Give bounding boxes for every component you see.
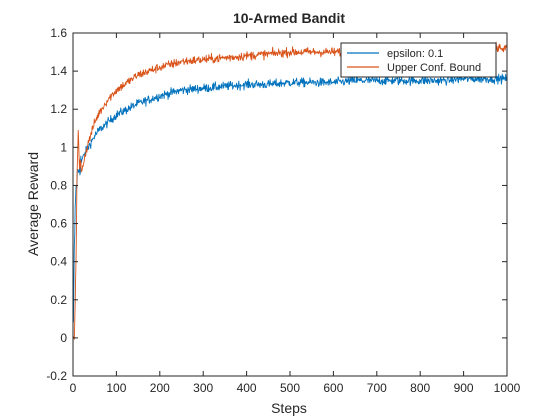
x-axis-label: Steps [271,400,307,416]
x-tick-label: 600 [323,381,343,395]
legend-label: epsilon: 0.1 [387,48,443,60]
x-tick-label: 100 [106,381,126,395]
y-tick-label: 1.2 [50,102,67,116]
x-tick-label: 800 [410,381,430,395]
x-tick-label: 1000 [494,381,521,395]
y-tick-label: 0.8 [50,178,67,192]
y-tick-label: 0.4 [50,255,67,269]
legend: epsilon: 0.1 Upper Conf. Bound [340,42,497,78]
x-tick-label: 700 [367,381,387,395]
plot-area: 0 100 200 300 400 500 600 700 800 900 1000-0.200.2… [46,26,520,395]
y-tick-label: -0.2 [46,369,67,383]
y-tick-label: 1.4 [50,64,67,78]
x-tick-label: 500 [280,381,300,395]
chart-title: 10-Armed Bandit [233,10,345,26]
legend-label: Upper Conf. Bound [387,62,481,74]
y-tick-label: 0.2 [50,293,67,307]
x-tick-label: 900 [454,381,474,395]
y-tick-label: 1.6 [50,26,67,40]
x-tick-label: 0 [70,381,77,395]
y-tick-label: 0 [60,331,67,345]
x-tick-label: 200 [150,381,170,395]
y-tick-label: 0.6 [50,217,67,231]
y-axis-label: Average Reward [25,152,41,256]
legend-box [340,42,497,78]
x-tick-label: 400 [237,381,257,395]
series-line-epsilon [72,73,508,323]
y-tick-label: 1 [60,140,67,154]
x-tick-label: 300 [193,381,213,395]
